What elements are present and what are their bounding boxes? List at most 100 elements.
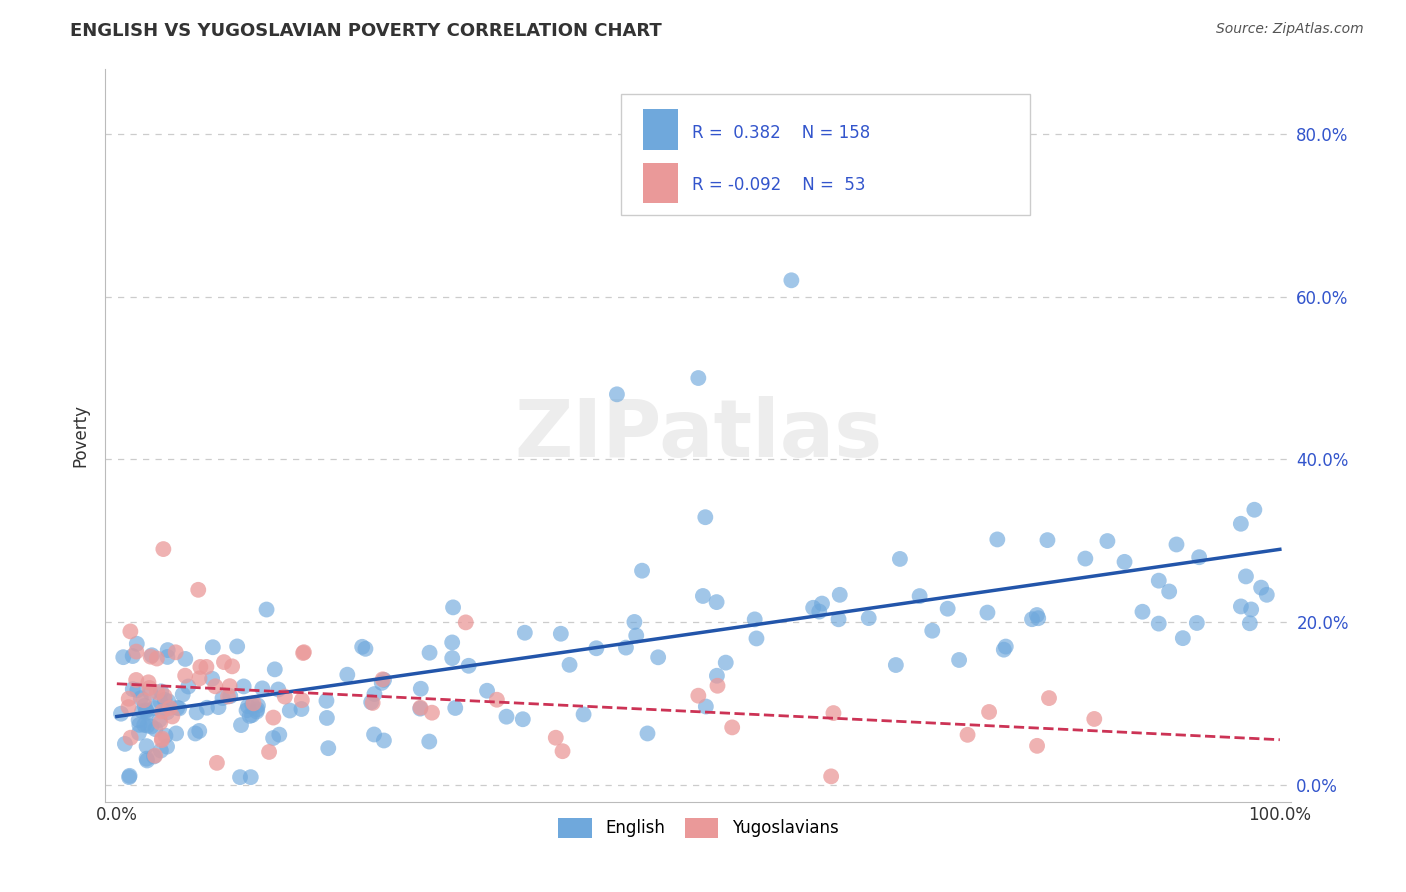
Point (156, 705, 179, 719)
Point (201, 640, 224, 655)
Point (135, 706, 157, 720)
Point (172, 688, 194, 702)
Point (149, 694, 172, 708)
Point (252, 681, 274, 696)
Point (236, 699, 259, 714)
Point (152, 542, 174, 557)
Point (647, 650, 669, 665)
Point (441, 651, 464, 665)
Point (153, 693, 176, 707)
Point (363, 727, 385, 741)
Point (360, 695, 382, 709)
Point (112, 650, 135, 665)
Point (242, 696, 264, 710)
Point (114, 737, 136, 751)
Point (211, 691, 233, 706)
Point (908, 589, 931, 603)
Point (420, 706, 443, 720)
Text: ZIPatlas: ZIPatlas (515, 396, 883, 474)
Point (125, 673, 148, 687)
Point (373, 673, 395, 687)
Point (188, 671, 211, 685)
Point (136, 718, 159, 732)
Point (212, 655, 235, 669)
Point (714, 656, 737, 670)
Point (485, 692, 508, 706)
Point (274, 690, 297, 704)
Text: ENGLISH VS YUGOSLAVIAN POVERTY CORRELATION CHART: ENGLISH VS YUGOSLAVIAN POVERTY CORRELATI… (70, 22, 662, 40)
Point (184, 726, 207, 740)
Point (1132, 605, 1154, 619)
Point (118, 769, 141, 783)
Point (1239, 616, 1261, 631)
Point (585, 641, 607, 656)
Point (371, 673, 394, 687)
Point (146, 651, 169, 665)
Point (1159, 584, 1181, 599)
Point (134, 698, 156, 713)
Point (139, 649, 162, 664)
Point (219, 689, 242, 703)
Point (688, 371, 710, 385)
Point (1185, 615, 1208, 630)
Point (637, 726, 659, 740)
Point (1188, 550, 1211, 565)
Point (721, 720, 744, 734)
Point (1083, 712, 1105, 726)
Point (128, 718, 150, 732)
Point (125, 637, 148, 651)
Point (226, 640, 249, 654)
Point (135, 703, 157, 717)
Point (156, 649, 179, 664)
Point (1074, 551, 1097, 566)
Point (1114, 555, 1136, 569)
Point (706, 669, 728, 683)
Point (706, 595, 728, 609)
Point (232, 680, 254, 694)
Point (889, 552, 911, 566)
Point (235, 703, 257, 717)
Point (217, 690, 239, 704)
Point (1250, 581, 1272, 595)
Point (174, 652, 197, 666)
Point (121, 682, 143, 697)
Point (132, 693, 155, 707)
Point (142, 701, 165, 715)
Point (1171, 631, 1194, 645)
Point (125, 644, 148, 658)
Point (544, 731, 567, 745)
Point (262, 731, 284, 745)
Point (688, 689, 710, 703)
Point (174, 668, 197, 682)
Point (1230, 599, 1253, 614)
Point (278, 704, 301, 718)
Text: R = -0.092    N =  53: R = -0.092 N = 53 (692, 176, 866, 194)
Point (269, 728, 291, 742)
Point (948, 653, 970, 667)
Point (150, 733, 173, 747)
Point (150, 731, 173, 746)
Point (188, 723, 211, 738)
Point (884, 658, 907, 673)
Point (441, 600, 464, 615)
Point (744, 612, 766, 626)
Point (155, 729, 177, 743)
Point (121, 648, 143, 663)
Point (495, 709, 517, 723)
Point (858, 611, 880, 625)
Y-axis label: Poverty: Poverty (72, 403, 89, 467)
Point (994, 640, 1017, 654)
Point (692, 589, 714, 603)
Point (135, 739, 157, 753)
Point (361, 696, 384, 710)
Point (1026, 611, 1049, 625)
Point (256, 602, 278, 616)
Point (1243, 502, 1265, 516)
Point (1026, 739, 1049, 753)
Point (1234, 569, 1257, 583)
Point (1036, 533, 1059, 548)
Point (977, 705, 1000, 719)
Point (162, 709, 184, 723)
Point (315, 711, 337, 725)
Point (110, 706, 132, 721)
